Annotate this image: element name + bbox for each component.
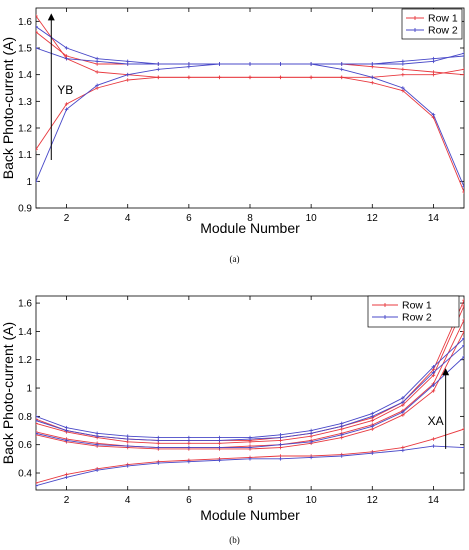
- legend-label: Row 1: [428, 13, 458, 25]
- x-tick-label: 10: [306, 495, 318, 506]
- x-tick-label: 2: [64, 213, 70, 224]
- x-tick-label: 6: [186, 213, 192, 224]
- y-tick-label: 1.5: [18, 44, 32, 55]
- y-tick-label: 1: [26, 384, 32, 395]
- x-tick-label: 4: [125, 495, 131, 506]
- y-tick-label: 1.3: [18, 97, 32, 108]
- x-tick-label: 14: [428, 213, 440, 224]
- legend-label: Row 2: [428, 25, 458, 37]
- x-tick-label: 4: [125, 213, 131, 224]
- y-tick-label: 1: [26, 177, 32, 188]
- annotation-arrow-head: [442, 368, 450, 376]
- series-group: [36, 298, 464, 488]
- legend-label: Row 1: [402, 300, 432, 312]
- x-axis-title: Module Number: [200, 507, 300, 523]
- plot-area: [35, 7, 465, 209]
- series-group: [36, 14, 464, 194]
- x-tick-label: 2: [64, 495, 70, 506]
- chart-panel-a: 2 4 6 8 10 12 14 0.9 1 1.1 1.2 1.3 1.4 1.5 1.6 Module N…: [0, 7, 465, 264]
- chart-panel-b: 2 4 6 8 10 12 14 0.4 0.6 0.8 1 1.2 1.4 1.6 Module Numb…: [0, 295, 465, 545]
- x-tick-label: 10: [306, 213, 318, 224]
- y-axis-title: Back Photo-current (A): [0, 37, 16, 179]
- x-tick-label: 14: [428, 495, 440, 506]
- y-tick-label: 1.6: [18, 299, 32, 310]
- annotation-label: YB: [57, 83, 73, 97]
- y-tick-label: 1.2: [18, 124, 32, 135]
- y-tick-label: 1.4: [18, 70, 32, 81]
- x-tick-label: 12: [367, 495, 379, 506]
- annotation-arrow-head: [47, 13, 55, 21]
- x-tick-label: 8: [247, 213, 253, 224]
- x-tick-label: 6: [186, 495, 192, 506]
- x-axis-title: Module Number: [200, 220, 300, 236]
- y-tick-label: 0.6: [18, 440, 32, 451]
- y-tick-label: 0.9: [18, 204, 32, 215]
- panel-caption: (a): [230, 254, 240, 264]
- y-tick-label: 0.8: [18, 412, 32, 423]
- legend-box: [367, 295, 460, 328]
- y-tick-label: 0.4: [18, 469, 32, 480]
- legend-box: [401, 8, 463, 40]
- legend-label: Row 2: [402, 312, 432, 324]
- panel-caption: (b): [229, 535, 240, 545]
- x-tick-label: 12: [367, 213, 379, 224]
- y-tick-label: 1.6: [18, 17, 32, 28]
- x-tick-label: 8: [247, 495, 253, 506]
- annotation-label: XA: [428, 414, 444, 428]
- y-tick-label: 1.1: [18, 150, 32, 161]
- y-axis-title: Back Photo-current (A): [0, 322, 16, 464]
- y-tick-label: 1.4: [18, 327, 32, 338]
- y-tick-label: 1.2: [18, 355, 32, 366]
